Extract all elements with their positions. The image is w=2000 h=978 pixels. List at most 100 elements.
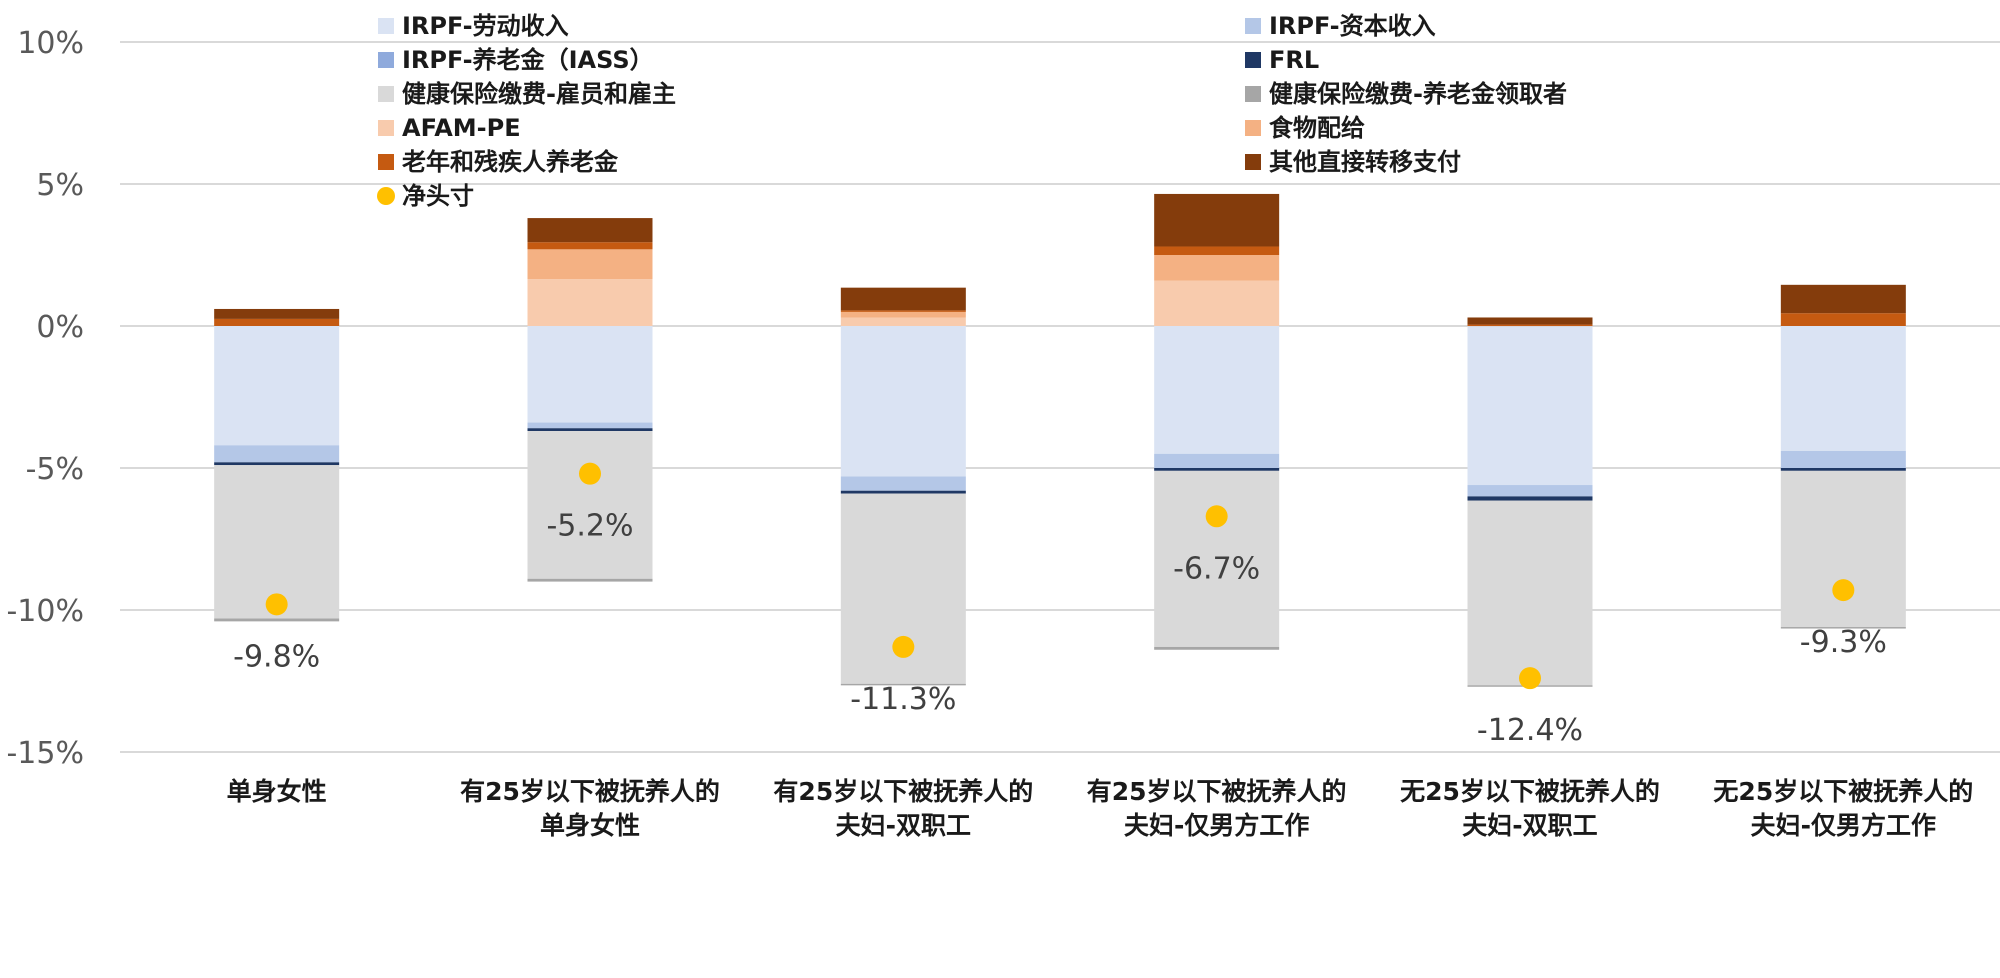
legend-marker: [377, 187, 395, 205]
y-tick-label: 5%: [36, 168, 84, 203]
bar-segment: [1467, 324, 1593, 327]
bar-segment: [1780, 470, 1906, 628]
data-labels: -9.8% -5.2% -11.3% -6.7% -12.4% -9.3%: [233, 509, 1887, 748]
bar-segment: [1154, 470, 1280, 647]
bar-segment: [1154, 468, 1280, 471]
legend-swatch: [378, 18, 394, 34]
x-tick-label: 无25岁以下被抚养人的: [1400, 777, 1660, 806]
bar-segment: [214, 445, 340, 463]
x-tick-label: 有25岁以下被抚养人的: [773, 777, 1033, 806]
bar-segment: [1780, 468, 1906, 471]
data-label: -12.4%: [1477, 713, 1583, 748]
bar-segment: [527, 249, 653, 280]
bar-segment: [527, 326, 653, 423]
x-tick-label: 单身女性: [540, 811, 640, 840]
x-tick-label: 有25岁以下被抚养人的: [460, 777, 720, 806]
bar-segment: [1780, 627, 1906, 629]
x-tick-label: 单身女性: [227, 777, 327, 806]
data-label: -6.7%: [1173, 551, 1260, 586]
bars: [214, 193, 1906, 687]
bar-segment: [1154, 193, 1280, 247]
x-axis: 单身女性 有25岁以下被抚养人的单身女性有25岁以下被抚养人的夫妇-双职工有25岁…: [227, 777, 1974, 840]
x-tick-label: 夫妇-双职工: [1462, 811, 1597, 840]
legend-label: IRPF-劳动收入: [402, 12, 569, 40]
bar-segment: [1154, 453, 1280, 468]
y-tick-label: -5%: [26, 452, 84, 487]
bar-segment: [527, 242, 653, 250]
bar-segment: [214, 308, 340, 319]
bar-segment: [840, 317, 966, 326]
x-tick-label: 有25岁以下被抚养人的: [1087, 777, 1347, 806]
bar-segment: [527, 218, 653, 243]
bar-segment: [840, 683, 966, 686]
y-tick-label: -10%: [6, 594, 84, 629]
bar-segment: [1154, 246, 1280, 255]
x-tick-label: 夫妇-双职工: [836, 811, 971, 840]
legend-swatch: [378, 154, 394, 170]
bar-segment: [840, 326, 966, 477]
bar-segment: [1467, 496, 1593, 501]
legend-label: 食物配给: [1269, 114, 1365, 142]
bar-segment: [1154, 280, 1280, 326]
bar-segment: [527, 431, 653, 579]
net-position-marker: [1832, 579, 1855, 602]
net-position-marker: [579, 462, 601, 485]
bar-segment: [1154, 255, 1280, 281]
legend-label: IRPF-养老金（IASS）: [402, 46, 654, 74]
net-position-marker: [1205, 505, 1228, 528]
bar-segment: [840, 311, 966, 318]
legend-swatch: [1245, 120, 1261, 136]
legend-swatch: [1245, 18, 1261, 34]
bar-segment: [214, 618, 340, 622]
y-tick-label: 0%: [36, 310, 84, 345]
legend-swatch: [1245, 52, 1261, 68]
bar-segment: [840, 310, 966, 312]
data-label: -9.8%: [233, 639, 320, 674]
bar-segment: [1154, 646, 1280, 650]
bar-segment: [1780, 326, 1906, 451]
bar-segment: [1467, 317, 1593, 325]
bar-segment: [1780, 313, 1906, 326]
y-tick-label: 10%: [17, 26, 84, 61]
legend-label: 净头寸: [402, 182, 474, 210]
bar-segment: [1154, 326, 1280, 454]
bar-segment: [214, 465, 340, 619]
y-axis: 10% 5% 0% -5% -10% -15%: [6, 26, 84, 771]
bar-segment: [214, 462, 340, 466]
bar-segment: [840, 476, 966, 491]
gridlines: [120, 41, 2000, 753]
bar-segment: [527, 279, 653, 326]
legend-swatch: [378, 120, 394, 136]
bar-segment: [1467, 326, 1593, 486]
bar-segment: [527, 428, 653, 432]
y-tick-label: -15%: [6, 736, 84, 771]
legend-swatch: [378, 86, 394, 102]
legend-swatch: [1245, 86, 1261, 102]
legend-label: 老年和残疾人养老金: [402, 148, 619, 176]
legend-label: 健康保险缴费-雇员和雇主: [402, 80, 676, 108]
bar-segment: [840, 287, 966, 311]
bar-segment: [1467, 485, 1593, 497]
x-tick-label: 夫妇-仅男方工作: [1124, 811, 1309, 840]
bar-segment: [1780, 450, 1906, 468]
data-label: -5.2%: [546, 509, 633, 544]
data-label: -11.3%: [850, 682, 956, 717]
legend-label: 健康保险缴费-养老金领取者: [1269, 80, 1567, 108]
legend-label: IRPF-资本收入: [1269, 12, 1436, 40]
net-position-markers: [265, 462, 1855, 690]
x-tick-label: 夫妇-仅男方工作: [1751, 811, 1936, 840]
data-label: -9.3%: [1800, 625, 1887, 660]
legend-swatch: [1245, 154, 1261, 170]
x-tick-label: 无25岁以下被抚养人的: [1713, 777, 1973, 806]
legend-label: AFAM-PE: [402, 114, 521, 142]
legend-label: FRL: [1269, 46, 1319, 74]
bar-segment: [1467, 500, 1593, 686]
bar-segment: [527, 578, 653, 582]
net-position-marker: [265, 593, 288, 616]
net-position-marker: [1519, 667, 1541, 690]
bar-segment: [527, 422, 653, 429]
net-position-marker: [892, 635, 915, 658]
bar-segment: [840, 490, 966, 494]
bar-segment: [214, 326, 340, 446]
